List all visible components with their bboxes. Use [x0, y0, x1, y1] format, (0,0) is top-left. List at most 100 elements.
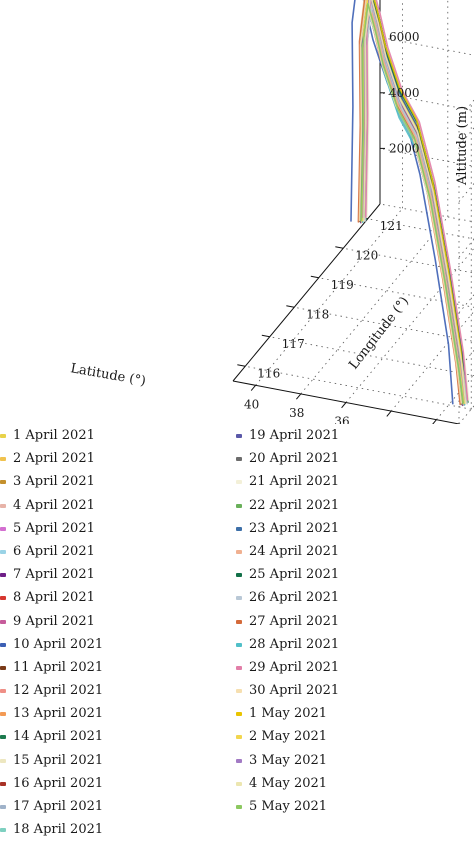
legend-swatch: [0, 805, 6, 809]
legend-label: 30 April 2021: [249, 683, 340, 699]
legend-swatch: [236, 642, 242, 647]
y-tick-mark: [237, 364, 246, 367]
legend-swatch: [236, 480, 242, 485]
legend-swatch: [236, 735, 242, 740]
legend-swatch: [0, 549, 6, 554]
legend-label: 25 April 2021: [249, 567, 340, 583]
legend-swatch: [0, 735, 6, 740]
legend: 1 April 2021 2 April 2021 3 April 2021 4 Ap…: [0, 424, 474, 841]
z-tick-label: 2000: [389, 141, 420, 155]
legend-swatch: [236, 596, 242, 601]
legend-swatch: [236, 619, 242, 624]
legend-label: 13 April 2021: [13, 706, 104, 722]
legend-label: 8 April 2021: [13, 590, 95, 606]
series-layer: [350, 0, 470, 407]
legend-swatch: [236, 549, 242, 554]
legend-swatch: [0, 503, 6, 508]
legend-swatch: [0, 619, 6, 624]
y-axis-line: [232, 203, 381, 382]
legend-swatch: [0, 526, 6, 531]
floor-grid-line: [255, 208, 403, 386]
legend-swatch: [0, 712, 6, 717]
y-tick-label: 119: [331, 278, 354, 292]
flight-track-34: [363, 0, 467, 405]
legend-label: 29 April 2021: [249, 659, 340, 675]
legend-label: 3 May 2021: [249, 752, 328, 768]
legend-label: 19 April 2021: [249, 428, 340, 443]
flight-track-10: [350, 0, 454, 405]
y-tick-mark: [310, 275, 319, 279]
legend-swatch: [0, 689, 6, 694]
legend-label: 24 April 2021: [249, 543, 340, 559]
x-tick-label: 34: [380, 423, 396, 424]
x-axis-title: Latitude (°): [69, 361, 147, 389]
y-tick-mark: [286, 305, 295, 308]
3d-trajectory-chart: 3234363840116117118119120121200040006000…: [69, 0, 474, 425]
legend-label: 27 April 2021: [249, 613, 340, 629]
legend-label: 22 April 2021: [249, 497, 340, 513]
legend-label: 12 April 2021: [13, 683, 104, 699]
axis-layer: [232, 0, 460, 424]
legend-swatch: [236, 503, 242, 508]
flight-track-35: [360, 2, 465, 404]
z-axis-title: Altitude (m): [455, 106, 470, 186]
legend-label: 10 April 2021: [13, 636, 104, 652]
legend-label: 9 April 2021: [13, 613, 95, 629]
legend-swatch: [236, 712, 242, 717]
legend-swatch: [0, 480, 6, 485]
legend-label: 1 April 2021: [13, 428, 95, 443]
legend-label: 18 April 2021: [13, 822, 104, 838]
y-tick-label: 121: [380, 219, 403, 233]
legend-label: 17 April 2021: [13, 799, 104, 814]
legend-label: 21 April 2021: [249, 474, 340, 490]
legend-swatch: [236, 457, 242, 462]
y-tick-label: 116: [257, 366, 280, 380]
legend-swatch: [236, 573, 242, 578]
legend-label: 11 April 2021: [13, 659, 104, 675]
legend-label: 20 April 2021: [249, 451, 340, 467]
legend-label: 5 April 2021: [13, 520, 95, 536]
legend-swatch: [0, 434, 6, 438]
y-tick-mark: [261, 334, 270, 338]
box-edge: [458, 99, 474, 119]
legend-swatch: [0, 642, 6, 647]
flight-track-29: [364, 0, 469, 401]
y-tick-label: 118: [306, 307, 329, 321]
legend-swatch: [236, 526, 242, 531]
legend-swatch: [0, 758, 6, 763]
legend-swatch: [236, 781, 242, 786]
x-tick-mark: [386, 410, 392, 417]
legend-swatch: [0, 573, 6, 578]
y-tick-label: 117: [282, 337, 305, 351]
x-tick-label: 36: [334, 415, 349, 425]
legend-label: 26 April 2021: [249, 590, 340, 606]
x-tick-mark: [341, 402, 347, 409]
x-tick-label: 40: [244, 397, 259, 411]
legend-label: 6 April 2021: [13, 543, 95, 559]
legend-swatch: [0, 457, 6, 462]
legend-label: 2 May 2021: [249, 729, 328, 745]
legend-label: 15 April 2021: [13, 752, 104, 768]
legend-label: 2 April 2021: [13, 451, 95, 467]
z-tick-label: 6000: [389, 30, 420, 44]
legend-swatch: [236, 805, 242, 809]
x-tick-mark: [296, 393, 302, 400]
tick-layer: 3234363840116117118119120121200040006000…: [244, 30, 420, 425]
legend-label: 1 May 2021: [249, 706, 328, 722]
legend-label: 14 April 2021: [13, 729, 104, 745]
legend-swatch: [236, 758, 242, 763]
legend-swatch: [236, 665, 242, 670]
floor-grid-line: [300, 216, 449, 395]
legend-swatch: [236, 434, 242, 438]
legend-label: 16 April 2021: [13, 775, 104, 791]
back-wall-grid-line: [380, 0, 474, 25]
legend-label: 28 April 2021: [249, 636, 340, 652]
z-tick-label: 4000: [389, 86, 420, 100]
y-tick-label: 120: [355, 248, 378, 262]
legend-swatch: [0, 665, 6, 670]
legend-swatch: [0, 781, 6, 786]
legend-label: 23 April 2021: [249, 520, 340, 536]
y-axis-title: Longitude (°): [346, 294, 412, 372]
legend-label: 5 May 2021: [249, 799, 328, 814]
x-tick-mark: [432, 419, 437, 424]
